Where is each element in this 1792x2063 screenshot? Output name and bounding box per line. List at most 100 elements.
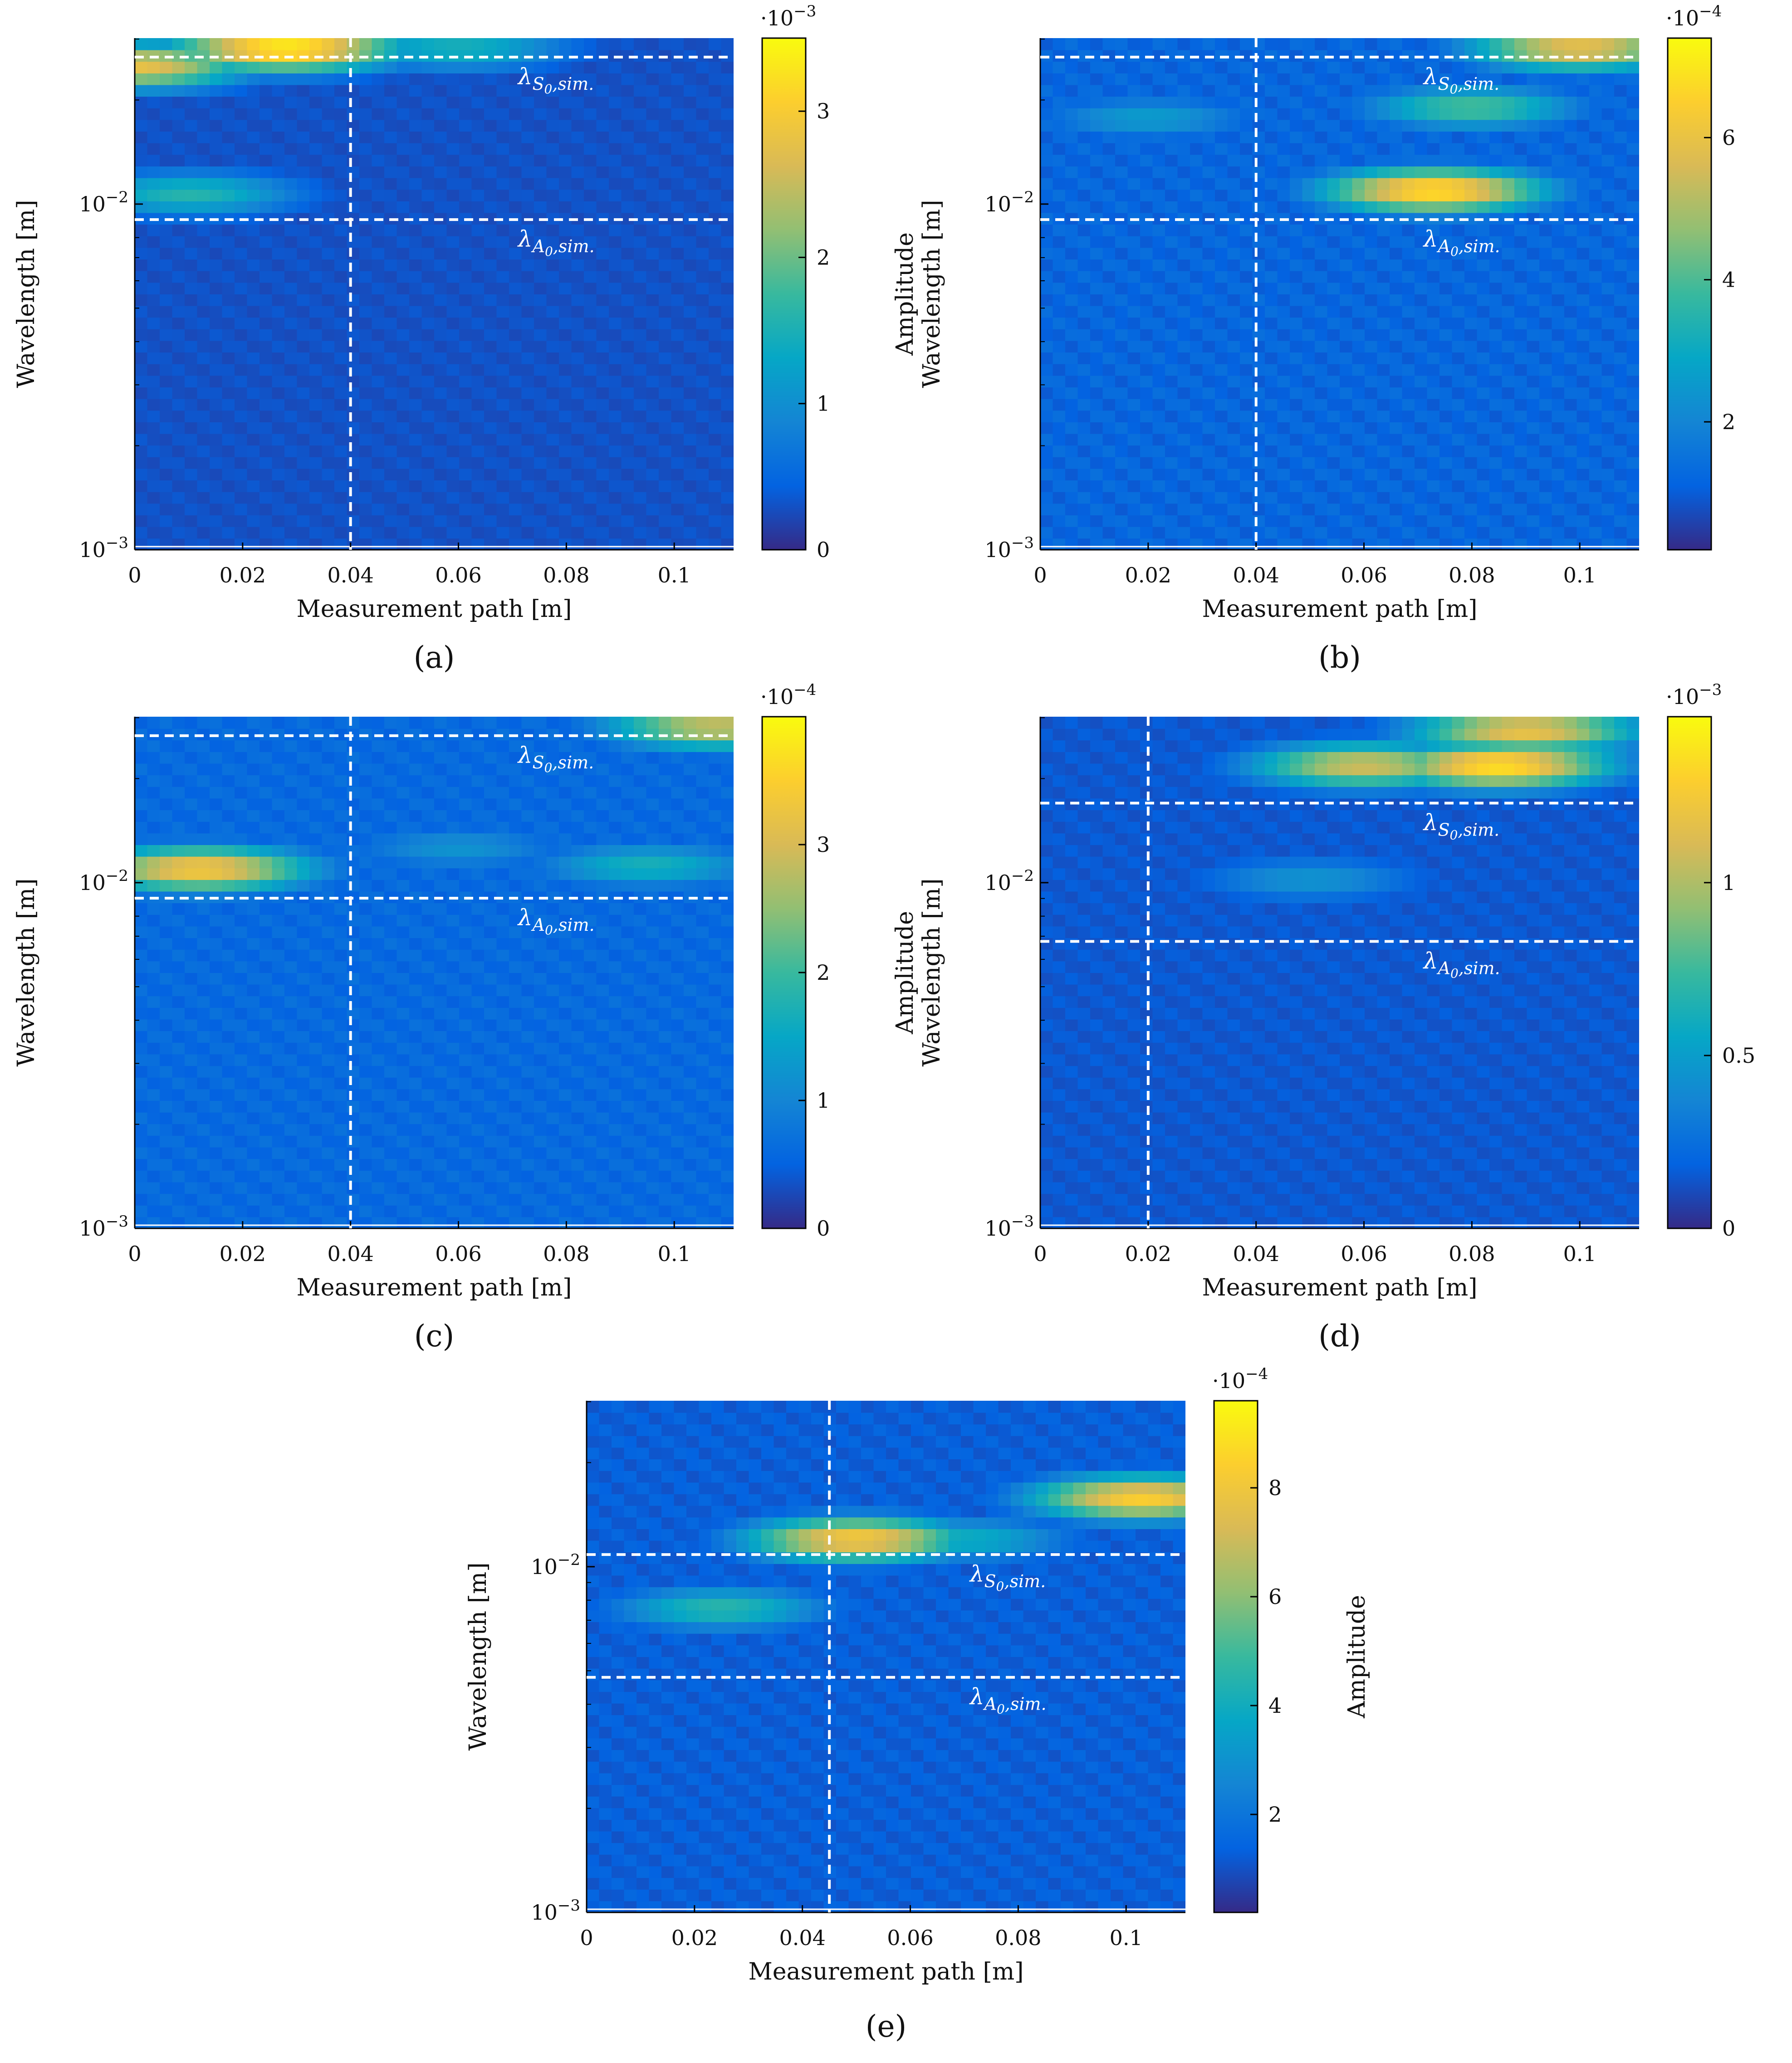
heatmap-cell: [185, 236, 198, 248]
heatmap-cell: [347, 1217, 360, 1229]
heatmap-cell: [297, 73, 310, 85]
heatmap-cell: [247, 259, 260, 271]
heatmap-cell: [1140, 387, 1153, 399]
heatmap-cell: [634, 410, 647, 422]
heatmap-cell: [197, 143, 211, 155]
heatmap-cell: [1464, 154, 1478, 166]
heatmap-cell: [235, 96, 248, 108]
heatmap-cell: [384, 492, 397, 504]
heatmap-cell: [1614, 376, 1627, 388]
heatmap-cell: [1315, 445, 1328, 457]
heatmap-cell: [721, 306, 734, 318]
heatmap-cell: [1365, 341, 1378, 353]
heatmap-cell: [721, 469, 734, 481]
heatmap-cell: [434, 352, 447, 364]
heatmap-cell: [1253, 294, 1266, 306]
heatmap-cell: [1315, 271, 1328, 283]
heatmap-cell: [272, 61, 285, 73]
heatmap-cell: [447, 1100, 460, 1113]
heatmap-cell: [547, 1205, 560, 1217]
heatmap-cell: [1365, 480, 1378, 492]
heatmap-cell: [1315, 282, 1328, 294]
heatmap-cell: [1340, 306, 1353, 318]
heatmap-cell: [1302, 457, 1316, 469]
heatmap-cell: [334, 434, 348, 446]
heatmap-cell: [472, 480, 485, 492]
heatmap-cell: [497, 480, 510, 492]
heatmap-cell: [135, 504, 148, 516]
heatmap-cell: [1390, 131, 1403, 143]
heatmap-cell: [297, 178, 310, 190]
heatmap-cell: [272, 224, 285, 236]
heatmap-cell: [422, 434, 435, 446]
heatmap-cell: [384, 201, 397, 213]
heatmap-cell: [1477, 492, 1490, 504]
heatmap-cell: [334, 85, 348, 97]
heatmap-cell: [172, 294, 186, 306]
heatmap-cell: [484, 329, 497, 341]
heatmap-cell: [534, 1159, 547, 1171]
heatmap-cell: [272, 189, 285, 201]
heatmap-cell: [347, 1077, 360, 1090]
heatmap-cell: [222, 1135, 235, 1148]
heatmap-cell: [1464, 469, 1478, 481]
heatmap-cell: [1228, 445, 1241, 457]
heatmap-cell: [1278, 73, 1291, 85]
heatmap-cell: [659, 376, 672, 388]
heatmap-cell: [472, 1089, 485, 1101]
heatmap-cell: [309, 120, 323, 132]
heatmap-cell: [1315, 364, 1328, 376]
heatmap-cell: [597, 410, 610, 422]
heatmap-cell: [472, 376, 485, 388]
heatmap-cell: [359, 317, 372, 329]
heatmap-cell: [1053, 504, 1066, 516]
heatmap-cell: [671, 515, 685, 527]
heatmap-cell: [1327, 317, 1341, 329]
heatmap-cell: [1439, 399, 1453, 411]
heatmap-cell: [609, 154, 622, 166]
heatmap-cell: [1627, 317, 1640, 329]
heatmap-cell: [1228, 85, 1241, 97]
heatmap-cell: [1402, 248, 1415, 260]
heatmap-cell: [1452, 317, 1465, 329]
heatmap-cell: [359, 61, 372, 73]
heatmap-cell: [559, 410, 572, 422]
heatmap-cell: [1627, 341, 1640, 353]
heatmap-cell: [684, 143, 697, 155]
heatmap-cell: [1514, 527, 1528, 539]
heatmap-cell: [646, 527, 660, 539]
heatmap-cell: [372, 399, 385, 411]
heatmap-cell: [1527, 131, 1540, 143]
heatmap-cell: [1365, 282, 1378, 294]
heatmap-cell: [1489, 178, 1503, 190]
colorbar-exponent: ·10−4: [1666, 2, 1722, 30]
heatmap-cell: [210, 201, 223, 213]
heatmap-cell: [497, 166, 510, 178]
heatmap-cell: [322, 201, 335, 213]
heatmap-cell: [1477, 364, 1490, 376]
heatmap-cell: [1065, 410, 1078, 422]
heatmap-cell: [210, 1159, 223, 1171]
heatmap-cell: [1477, 61, 1490, 73]
heatmap-cell: [272, 96, 285, 108]
heatmap-cell: [472, 85, 485, 97]
heatmap-cell: [347, 143, 360, 155]
heatmap-cell: [397, 376, 410, 388]
heatmap-cell: [347, 480, 360, 492]
heatmap-cell: [1040, 178, 1053, 190]
heatmap-cell: [1115, 73, 1128, 85]
heatmap-cell: [172, 1159, 186, 1171]
heatmap-cell: [721, 1147, 734, 1159]
heatmap-cell: [1290, 445, 1303, 457]
heatmap-cell: [247, 1217, 260, 1229]
heatmap-cell: [1228, 352, 1241, 364]
heatmap-cell: [1402, 445, 1415, 457]
heatmap-cell: [1464, 480, 1478, 492]
heatmap-cell: [147, 387, 161, 399]
heatmap-cell: [1439, 120, 1453, 132]
heatmap-cell: [572, 515, 585, 527]
heatmap-cell: [247, 85, 260, 97]
heatmap-cell: [1228, 527, 1241, 539]
heatmap-cell: [1377, 120, 1391, 132]
heatmap-cell: [584, 1159, 597, 1171]
